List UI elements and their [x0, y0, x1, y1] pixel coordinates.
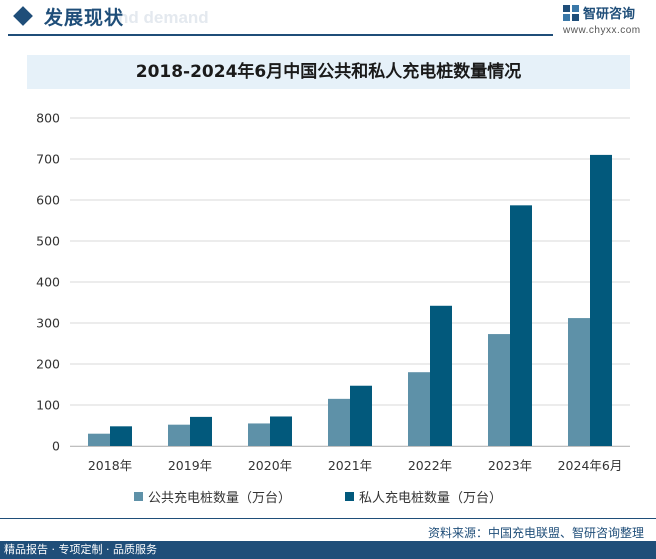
- chart-title-band: 2018-2024年6月中国公共和私人充电桩数量情况: [27, 55, 630, 89]
- legend-label-private: 私人充电桩数量（万台）: [359, 490, 503, 506]
- data-source: 资料来源：中国充电联盟、智研咨询整理: [427, 526, 644, 540]
- bar-public: [328, 398, 350, 446]
- y-tick-label: 0: [52, 439, 60, 454]
- x-tick-label: 2019年: [168, 458, 212, 473]
- footer-band: 精品报告 · 专项定制 · 品质服务: [0, 541, 656, 559]
- y-tick-label: 700: [36, 152, 60, 167]
- bar-private: [110, 426, 132, 446]
- footer-tagline: 精品报告 · 专项定制 · 品质服务: [4, 543, 157, 556]
- y-tick-label: 200: [36, 357, 60, 372]
- bar-private: [430, 305, 452, 446]
- bar-public: [168, 424, 190, 446]
- bar-public: [568, 318, 590, 446]
- header-ghost-text: nd demand: [118, 8, 209, 27]
- legend-swatch-public: [134, 491, 143, 501]
- bar-public: [408, 372, 430, 446]
- y-tick-label: 400: [36, 275, 60, 290]
- brand-logo-icon: [563, 5, 579, 21]
- y-tick-label: 800: [36, 111, 60, 126]
- bar-public: [488, 334, 510, 446]
- bar-public: [88, 433, 110, 446]
- bar-public: [248, 423, 270, 446]
- legend-item-private: 私人充电桩数量（万台）: [345, 486, 502, 506]
- bar-private: [510, 205, 532, 446]
- header-divider: [8, 34, 553, 36]
- y-tick-label: 500: [36, 234, 60, 249]
- legend-item-public: 公共充电桩数量（万台）: [134, 486, 291, 506]
- bar-private: [270, 416, 292, 446]
- legend-swatch-private: [345, 491, 354, 501]
- bar-chart: 0 100 200 300 400 500 600 700 800 2018年 2019年 2020年…: [36, 111, 630, 473]
- chart-title: 2018-2024年6月中国公共和私人充电桩数量情况: [135, 62, 522, 82]
- x-tick-label: 2021年: [328, 458, 372, 473]
- y-tick-label: 600: [36, 193, 60, 208]
- section-title: 发展现状: [44, 7, 125, 29]
- x-tick-label: 2022年: [408, 458, 452, 473]
- footer-divider: [0, 518, 656, 519]
- bar-private: [590, 154, 612, 446]
- bar-private: [190, 416, 212, 446]
- y-tick-label: 300: [36, 316, 60, 331]
- report-header: nd demand 发展现状 智研咨询 www.chyxx.com: [0, 0, 656, 36]
- bar-private: [350, 385, 372, 446]
- legend-label-public: 公共充电桩数量（万台）: [148, 490, 292, 506]
- brand-name: 智研咨询: [583, 7, 636, 22]
- x-tick-label: 2023年: [488, 458, 532, 473]
- x-tick-label: 2020年: [248, 458, 292, 473]
- y-tick-label: 100: [36, 398, 60, 413]
- x-tick-label: 2018年: [88, 458, 132, 473]
- chart-legend: 公共充电桩数量（万台） 私人充电桩数量（万台）: [0, 486, 656, 506]
- x-tick-label: 2024年6月: [558, 458, 623, 473]
- brand-url: www.chyxx.com: [563, 25, 641, 36]
